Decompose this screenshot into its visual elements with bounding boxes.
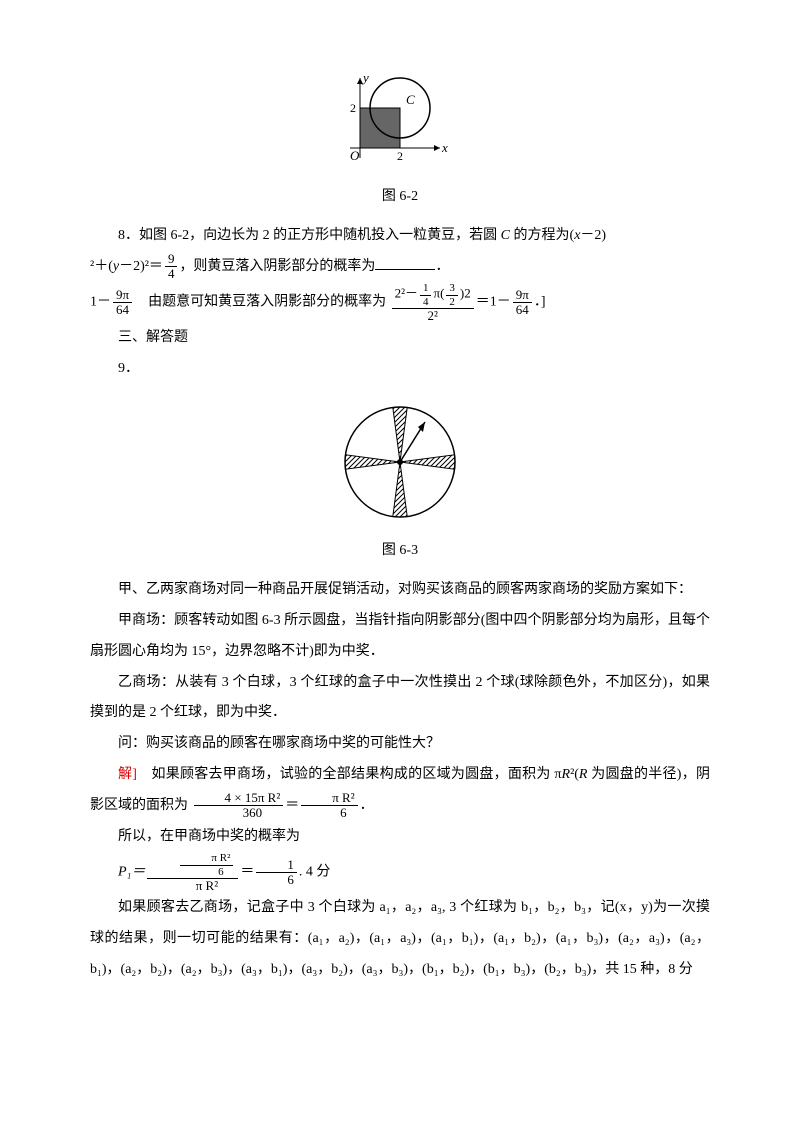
p5a: 如果顾客去甲商场，试验的全部结果构成的区域为圆盘，面积为 π [137, 767, 562, 782]
q8-var-C: C [501, 228, 510, 243]
body-p8: 如果顾客去乙商场，记盒子中 3 个白球为 a₁，a₂，a₃, 3 个红球为 b₁… [90, 893, 710, 985]
explain-c: ．] [534, 295, 546, 310]
q8-solution: 1－9π64 由题意可知黄豆落入阴影部分的概率为 2²－14π(32)2 2² … [90, 282, 710, 322]
figure-6-2: C O y x 2 2 图 6-2 [90, 68, 710, 213]
body-p6: 所以，在甲商场中奖的概率为 [90, 822, 710, 853]
eq1: ＝ [285, 798, 299, 813]
label-y: y [361, 70, 369, 85]
q8-text-1: 8．如图 6-2，向边长为 2 的正方形中随机投入一粒黄豆，若圆 [118, 228, 501, 243]
label-O: O [350, 148, 360, 163]
var-R: R [562, 767, 571, 782]
big-frac: 2²－14π(32)2 2² [392, 282, 474, 322]
sol-label: 解] [118, 767, 137, 782]
q8-line2: ²＋(y－2)²＝94，则黄豆落入阴影部分的概率为． [90, 252, 710, 283]
tick-y: 2 [350, 101, 356, 115]
q8-line1: 8．如图 6-2，向边长为 2 的正方形中随机投入一粒黄豆，若圆 C 的方程为(… [90, 221, 710, 252]
figure-6-2-svg: C O y x 2 2 [330, 68, 470, 178]
p7c: . 4 分 [299, 865, 331, 880]
figure-6-3: 图 6-3 [90, 392, 710, 567]
body-p3: 乙商场：从装有 3 个白球，3 个红球的盒子中一次性摸出 2 个球(球除颜色外，… [90, 668, 710, 730]
q8-text-1c: －2) [580, 228, 606, 243]
body-p1: 甲、乙两家商场对同一种商品开展促销活动，对购买该商品的顾客两家商场的奖励方案如下… [90, 575, 710, 606]
p7b: ＝ [240, 865, 254, 880]
ans-a: 1－ [90, 295, 111, 310]
body-p5: 解] 如果顾客去甲商场，试验的全部结果构成的区域为圆盘，面积为 πR²(R 为圆… [90, 760, 710, 822]
q9-label: 9． [90, 354, 710, 385]
section-3: 三、解答题 [90, 323, 710, 354]
body-p7: P₁＝ π R²6 π R² ＝16. 4 分 [90, 852, 710, 892]
p1-frac: π R²6 π R² [147, 852, 238, 892]
q8-l2c: ，则黄豆落入阴影部分的概率为 [179, 259, 375, 274]
figure-6-3-svg [330, 392, 470, 532]
figure-6-3-caption: 图 6-3 [90, 536, 710, 567]
frac-ans: 9π64 [113, 288, 132, 318]
body-p4: 问：购买该商品的顾客在哪家商场中奖的可能性大？ [90, 729, 710, 760]
q8-text-1b: 的方程为( [510, 228, 574, 243]
figure-6-2-caption: 图 6-2 [90, 182, 710, 213]
explain-b: ＝1－ [476, 295, 511, 310]
body-p2: 甲商场：顾客转动如图 6-3 所示圆盘，当指针指向阴影部分(图中四个阴影部分均为… [90, 606, 710, 668]
tick-x: 2 [397, 149, 403, 163]
frac-ans2: 9π64 [513, 288, 532, 318]
p5b: ²( [570, 767, 579, 782]
q8-period: ． [435, 259, 449, 274]
explain-a: 由题意可知黄豆落入阴影部分的概率为 [134, 295, 386, 310]
label-x: x [441, 140, 448, 155]
area-frac: 4 × 15π R²360 [194, 791, 284, 821]
p7a: P₁＝ [118, 865, 145, 880]
frac-9-4: 94 [165, 252, 178, 282]
area-frac2: π R²6 [301, 791, 357, 821]
p5d: ． [360, 798, 374, 813]
q8-l2b: －2)²＝ [119, 259, 163, 274]
label-C: C [406, 92, 415, 107]
answer-blank [375, 255, 435, 270]
p1-res: 16 [256, 858, 297, 888]
q8-l2a: ²＋( [90, 259, 113, 274]
